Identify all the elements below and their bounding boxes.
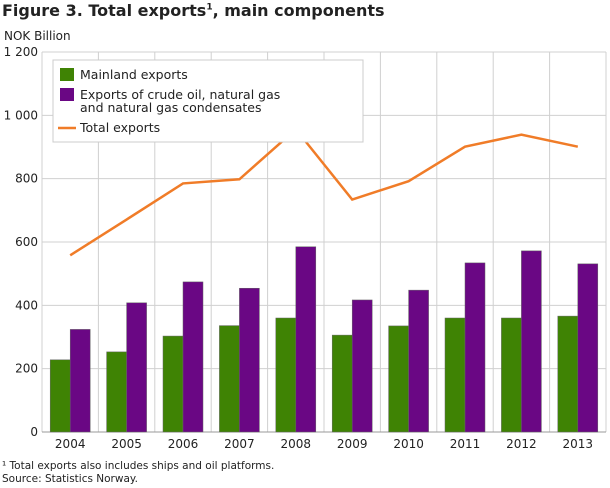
- bar-mainland: [49, 359, 71, 433]
- bar-mainland: [331, 334, 353, 433]
- y-axis-label: NOK Billion: [4, 29, 71, 43]
- legend-box: [52, 59, 364, 143]
- bar-oil-gas: [239, 287, 260, 433]
- footnotes: ¹ Total exports also includes ships and …: [2, 460, 274, 486]
- y-tick-label: 1 000: [4, 108, 38, 122]
- legend-label: and natural gas condensates: [80, 100, 262, 115]
- legend-swatch-oil-gas: [60, 88, 74, 101]
- y-tick-label: 0: [30, 425, 38, 439]
- y-tick-label: 400: [15, 298, 38, 312]
- bar-oil-gas: [351, 299, 373, 433]
- bar-mainland: [388, 325, 409, 433]
- x-tick-label: 2010: [393, 437, 424, 451]
- y-tick-label: 200: [15, 362, 38, 376]
- x-tick-label: 2009: [337, 437, 368, 451]
- x-tick-label: 2008: [281, 437, 312, 451]
- x-tick-label: 2004: [55, 437, 86, 451]
- x-tick-label: 2005: [111, 437, 142, 451]
- x-tick-label: 2006: [168, 437, 199, 451]
- title-text: Figure 3. Total exports: [2, 1, 207, 20]
- bar-oil-gas: [295, 246, 317, 433]
- chart-title: Figure 3. Total exports1, main component…: [2, 1, 385, 20]
- bar-oil-gas: [408, 289, 429, 433]
- source-note: Source: Statistics Norway.: [2, 473, 138, 485]
- title-footnote-mark: 1: [206, 2, 213, 13]
- bar-oil-gas: [126, 302, 147, 433]
- bar-mainland: [275, 317, 297, 433]
- y-tick-label: 800: [15, 172, 38, 186]
- legend: Mainland exports Exports of crude oil, na…: [52, 59, 364, 143]
- bar-oil-gas: [69, 329, 91, 433]
- bar-mainland: [444, 317, 466, 433]
- bar-oil-gas: [464, 262, 486, 433]
- y-tick-label: 600: [15, 235, 38, 249]
- legend-swatch-mainland: [60, 68, 74, 81]
- legend-label: Exports of crude oil, natural gas: [80, 87, 280, 102]
- x-tick-label: 2013: [563, 437, 594, 451]
- bar-oil-gas: [521, 250, 542, 433]
- bar-mainland: [106, 351, 127, 433]
- line-total-exports: [69, 127, 579, 257]
- bar-mainland: [501, 317, 522, 433]
- bar-mainland: [219, 325, 240, 433]
- legend-label: Total exports: [79, 120, 160, 135]
- x-tick-label: 2007: [224, 437, 255, 451]
- x-tick-label: 2012: [506, 437, 537, 451]
- legend-label: Mainland exports: [80, 67, 188, 82]
- x-tick-label: 2011: [450, 437, 481, 451]
- bar-mainland: [557, 315, 579, 433]
- footnote: ¹ Total exports also includes ships and …: [2, 460, 275, 472]
- y-tick-label: 1 200: [4, 45, 38, 59]
- title-text-rest: , main components: [212, 1, 385, 20]
- bar-oil-gas: [577, 263, 599, 433]
- bar-oil-gas: [182, 281, 204, 433]
- bar-mainland: [162, 335, 184, 433]
